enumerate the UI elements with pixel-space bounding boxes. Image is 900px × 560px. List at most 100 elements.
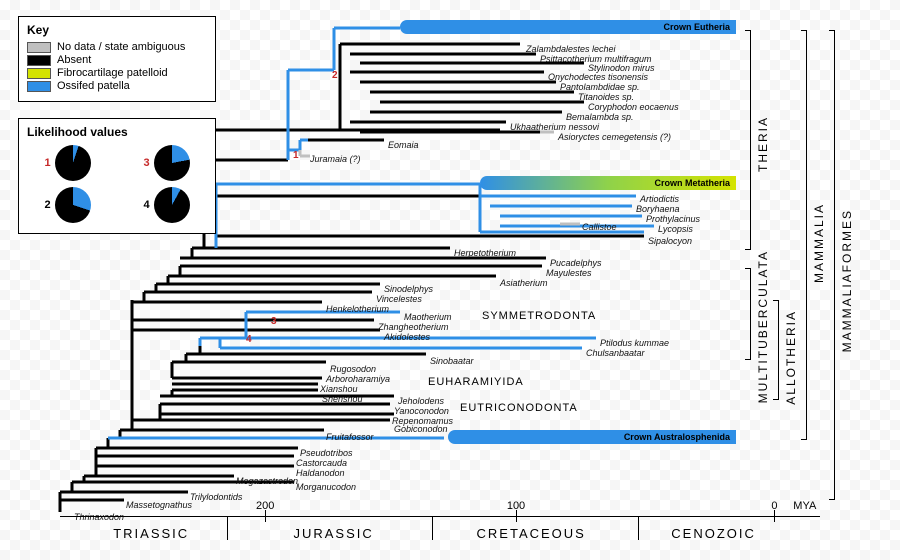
- taxon-label: Henkelotherium: [326, 304, 389, 314]
- crown-group-bar: Crown Eutheria: [400, 20, 736, 34]
- taxon-label: Titanoides sp.: [578, 92, 634, 102]
- axis-tick-label: 100: [507, 500, 525, 512]
- taxon-label: Ptilodus kummae: [600, 338, 669, 348]
- taxon-label: Pucadelphys: [550, 258, 602, 268]
- legend-row: Ossifed patella: [27, 80, 207, 92]
- crown-group-bar: Crown Metatheria: [480, 176, 736, 190]
- legend-row: Fibrocartilage patelloid: [27, 67, 207, 79]
- taxon-label: Zhangheotherium: [378, 322, 449, 332]
- taxon-label: Yanoconodon: [394, 406, 449, 416]
- taxon-label: Castorcauda: [296, 458, 347, 468]
- axis-unit: MYA: [793, 500, 816, 512]
- taxon-label: Zalambdalestes lechei: [526, 44, 616, 54]
- taxon-label: Morganucodon: [296, 482, 356, 492]
- taxon-label: Rugosodon: [330, 364, 376, 374]
- clade-label: SYMMETRODONTA: [482, 310, 596, 322]
- axis-line: [60, 516, 820, 517]
- pie-number: 2: [44, 199, 50, 211]
- taxon-label: Chulsanbaatar: [586, 348, 645, 358]
- taxon-label: Artiodictis: [640, 194, 679, 204]
- taxon-label: Fruitafossor: [326, 432, 374, 442]
- era-label: CRETACEOUS: [477, 526, 586, 541]
- taxon-label: Bemalambda sp.: [566, 112, 634, 122]
- group-bracket: [750, 30, 751, 250]
- taxon-label: Asioryctes cemegetensis (?): [558, 132, 671, 142]
- taxon-label: Arboroharamiya: [326, 374, 390, 384]
- taxon-label: Boryhaena: [636, 204, 680, 214]
- node-marker: 3: [271, 316, 277, 327]
- likelihood-pie: 3: [143, 145, 189, 181]
- era-divider: [638, 516, 639, 540]
- era-divider: [227, 516, 228, 540]
- crown-group-bar: Crown Australosphenida: [448, 430, 736, 444]
- group-bracket: [806, 30, 807, 440]
- taxon-label: Vincelestes: [376, 294, 422, 304]
- legend-row: Absent: [27, 54, 207, 66]
- likelihood-pie: 2: [44, 187, 90, 223]
- era-label: JURASSIC: [293, 526, 373, 541]
- taxon-label: Eomaia: [388, 140, 419, 150]
- taxon-label: Maotherium: [404, 312, 452, 322]
- node-marker: 4: [246, 334, 252, 345]
- taxon-label: Shenshou: [322, 394, 363, 404]
- pie-chart-icon: [154, 187, 190, 223]
- legend-swatch: [27, 68, 51, 79]
- taxon-label: Haldanodon: [296, 468, 345, 478]
- taxon-label: Callistoe: [582, 222, 617, 232]
- likelihood-box: Likelihood values 1324: [18, 118, 216, 234]
- group-label: THERIA: [756, 116, 770, 172]
- era-divider: [432, 516, 433, 540]
- group-bracket: [750, 268, 751, 360]
- legend-swatch: [27, 55, 51, 66]
- legend-label: Fibrocartilage patelloid: [57, 67, 168, 79]
- legend-label: Absent: [57, 54, 91, 66]
- axis-tick-label: 0: [771, 500, 777, 512]
- taxon-label: Sinodelphys: [384, 284, 433, 294]
- pie-number: 3: [143, 157, 149, 169]
- pie-chart-icon: [55, 187, 91, 223]
- pie-chart-icon: [154, 145, 190, 181]
- taxon-label: Gobiconodon: [394, 424, 448, 434]
- clade-label: EUTRICONODONTA: [460, 402, 578, 414]
- group-bracket: [834, 30, 835, 500]
- legend-swatch: [27, 42, 51, 53]
- node-marker: 1: [293, 150, 299, 161]
- taxon-label: Onychodectes tisonensis: [548, 72, 648, 82]
- legend-label: No data / state ambiguous: [57, 41, 185, 53]
- taxon-label: Ukhaatherium nessovi: [510, 122, 599, 132]
- taxon-label: Juramaia (?): [310, 154, 361, 164]
- likelihood-pie: 1: [44, 145, 90, 181]
- legend-title: Key: [27, 23, 207, 37]
- group-label: MULTITUBERCULATA: [756, 250, 770, 403]
- group-label: MAMMALIA: [812, 203, 826, 283]
- group-label: MAMMALIAFORMES: [840, 209, 854, 352]
- taxon-label: Jeholodens: [398, 396, 444, 406]
- clade-label: EUHARAMIYIDA: [428, 376, 524, 388]
- taxon-label: Prothylacinus: [646, 214, 700, 224]
- pie-chart-icon: [55, 145, 91, 181]
- axis-tick-label: 200: [256, 500, 274, 512]
- era-label: TRIASSIC: [113, 526, 189, 541]
- legend-label: Ossifed patella: [57, 80, 130, 92]
- taxon-label: Pantolambdidae sp.: [560, 82, 640, 92]
- taxon-label: Akidolestes: [384, 332, 430, 342]
- taxon-label: Herpetotherium: [454, 248, 516, 258]
- group-label: ALLOTHERIA: [784, 310, 798, 405]
- taxon-label: Xianshou: [320, 384, 358, 394]
- taxon-label: Sipalocyon: [648, 236, 692, 246]
- taxon-label: Lycopsis: [658, 224, 693, 234]
- pie-number: 4: [143, 199, 149, 211]
- taxon-label: Sinobaatar: [430, 356, 474, 366]
- taxon-label: Mayulestes: [546, 268, 592, 278]
- era-label: CENOZOIC: [671, 526, 756, 541]
- taxon-label: Asiatherium: [500, 278, 548, 288]
- figure-stage: Crown Eutheria Crown Metatheria Crown Aust…: [0, 0, 900, 560]
- taxon-label: Megazastrodon: [236, 476, 298, 486]
- legend-swatch: [27, 81, 51, 92]
- taxon-label: Trilylodontids: [190, 492, 242, 502]
- legend-key: Key No data / state ambiguousAbsentFibro…: [18, 16, 216, 102]
- pie-number: 1: [44, 157, 50, 169]
- likelihood-pie: 4: [143, 187, 189, 223]
- taxon-label: Pseudotribos: [300, 448, 353, 458]
- node-marker: 2: [332, 70, 338, 81]
